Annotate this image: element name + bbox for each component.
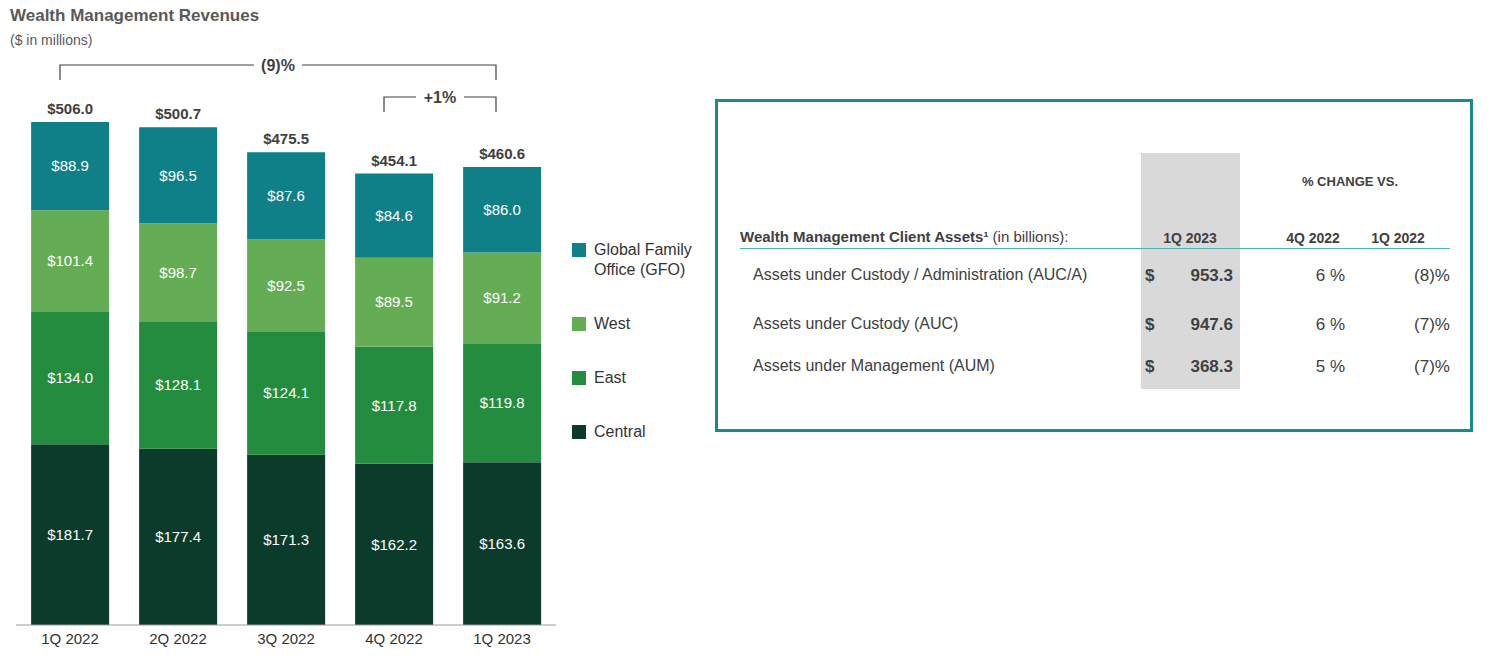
svg-text:$117.8: $117.8 bbox=[372, 397, 417, 414]
html-text:(7)%: (7)% bbox=[1414, 357, 1450, 376]
html-text:Assets under Custody / Adminis: Assets under Custody / Administration (A… bbox=[753, 266, 1088, 283]
html-text:4Q 2022: 4Q 2022 bbox=[1286, 230, 1340, 246]
svg-text:$87.6: $87.6 bbox=[267, 187, 305, 204]
html-text:Global Family Office (GFO): Global Family Office (GFO) bbox=[594, 241, 692, 278]
html-text:(7)%: (7)% bbox=[1414, 315, 1450, 334]
svg-text:$134.0: $134.0 bbox=[47, 369, 93, 386]
html-text:($ in millions): ($ in millions) bbox=[10, 32, 93, 48]
svg-text:$163.6: $163.6 bbox=[479, 535, 525, 552]
svg-text:$86.0: $86.0 bbox=[483, 201, 521, 218]
html-text:953.3: 953.3 bbox=[1190, 266, 1233, 285]
svg-text:$124.1: $124.1 bbox=[263, 384, 309, 401]
svg-text:$162.2: $162.2 bbox=[371, 536, 417, 553]
svg-text:$84.6: $84.6 bbox=[375, 207, 413, 224]
svg-text:$506.0: $506.0 bbox=[47, 100, 93, 117]
html-text:5 %: 5 % bbox=[1315, 357, 1345, 376]
svg-text:$92.5: $92.5 bbox=[267, 277, 305, 294]
html-text:Wealth Management Client Asset: Wealth Management Client Assets¹ (in bil… bbox=[740, 228, 1069, 245]
html-text:368.3: 368.3 bbox=[1190, 357, 1233, 376]
html-text:6 %: 6 % bbox=[1315, 315, 1345, 334]
html-text:Central: Central bbox=[594, 423, 646, 440]
html-text:East: East bbox=[594, 369, 626, 386]
svg-text:4Q 2022: 4Q 2022 bbox=[365, 630, 423, 647]
svg-text:$181.7: $181.7 bbox=[47, 526, 93, 543]
svg-text:$460.6: $460.6 bbox=[479, 145, 525, 162]
svg-text:$128.1: $128.1 bbox=[155, 376, 201, 393]
svg-text:$177.4: $177.4 bbox=[155, 528, 201, 545]
html-text:947.6: 947.6 bbox=[1190, 315, 1233, 334]
svg-text:2Q 2022: 2Q 2022 bbox=[149, 630, 207, 647]
html-text:1Q 2023: 1Q 2023 bbox=[1163, 230, 1217, 246]
svg-text:$89.5: $89.5 bbox=[375, 293, 413, 310]
svg-text:$171.3: $171.3 bbox=[263, 531, 309, 548]
svg-text:$475.5: $475.5 bbox=[263, 130, 309, 147]
html-text:Wealth Management Revenues: Wealth Management Revenues bbox=[10, 6, 260, 25]
svg-text:$500.7: $500.7 bbox=[155, 105, 201, 122]
svg-text:$119.8: $119.8 bbox=[480, 394, 525, 411]
html-text:% CHANGE VS.: % CHANGE VS. bbox=[1302, 174, 1398, 189]
html-text:West: West bbox=[594, 315, 631, 332]
html-text:6 %: 6 % bbox=[1315, 266, 1345, 285]
html-text:1Q 2022: 1Q 2022 bbox=[1371, 230, 1425, 246]
svg-text:$98.7: $98.7 bbox=[159, 264, 197, 281]
svg-text:3Q 2022: 3Q 2022 bbox=[257, 630, 315, 647]
svg-text:+1%: +1% bbox=[424, 89, 456, 106]
svg-text:1Q 2023: 1Q 2023 bbox=[473, 630, 531, 647]
svg-text:(9)%: (9)% bbox=[261, 57, 295, 74]
svg-text:$96.5: $96.5 bbox=[159, 167, 197, 184]
svg-text:$91.2: $91.2 bbox=[483, 289, 521, 306]
html-text:Assets under Management (AUM): Assets under Management (AUM) bbox=[753, 357, 995, 374]
html-text:Assets under Custody (AUC): Assets under Custody (AUC) bbox=[753, 315, 959, 332]
html-text:(8)%: (8)% bbox=[1414, 266, 1450, 285]
svg-text:$101.4: $101.4 bbox=[47, 252, 93, 269]
svg-text:$454.1: $454.1 bbox=[371, 152, 417, 169]
svg-text:1Q 2022: 1Q 2022 bbox=[41, 630, 99, 647]
svg-text:$88.9: $88.9 bbox=[51, 157, 89, 174]
